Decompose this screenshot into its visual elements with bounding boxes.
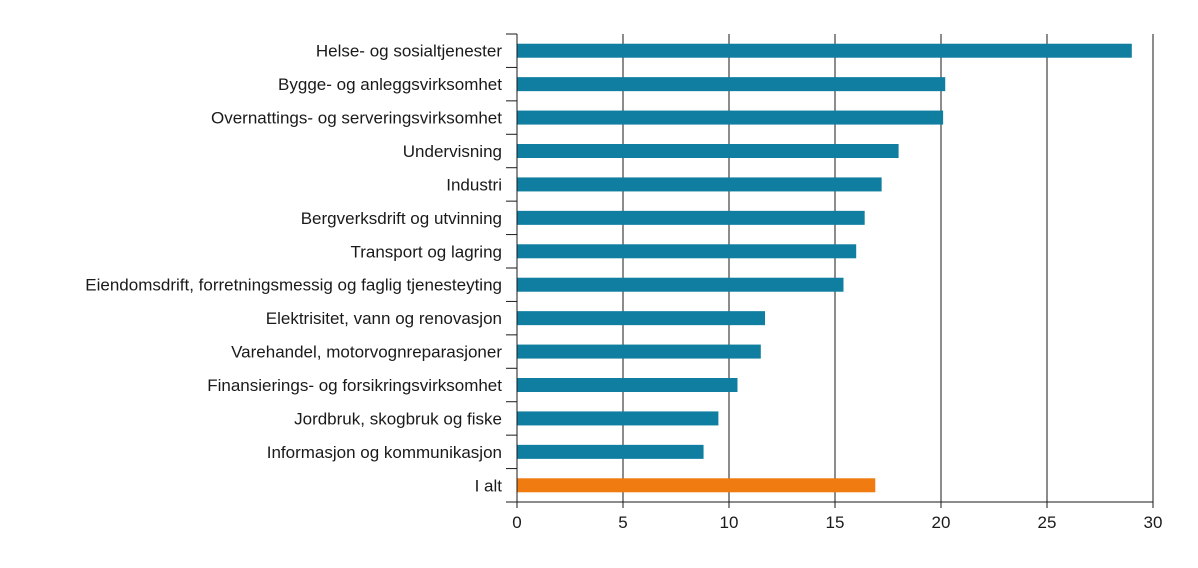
bar-7: [517, 277, 844, 292]
x-tick-label-5: 25: [1038, 513, 1057, 532]
category-labels: Helse- og sosialtjenester Bygge- og anleg…: [85, 42, 502, 496]
category-label-4: Industri: [446, 175, 502, 194]
category-label-13: I alt: [475, 476, 503, 495]
x-tick-labels: 0 5 10 15 20 25 30: [512, 513, 1162, 532]
category-label-8: Elektrisitet, vann og renovasjon: [266, 309, 502, 328]
category-label-5: Bergverksdrift og utvinning: [301, 209, 502, 228]
bar-0: [517, 43, 1132, 58]
category-label-9: Varehandel, motorvognreparasjoner: [231, 343, 502, 362]
x-tick-label-3: 15: [826, 513, 845, 532]
x-tick-label-1: 5: [618, 513, 627, 532]
bar-12: [517, 444, 704, 459]
x-tick-label-2: 10: [720, 513, 739, 532]
category-label-2: Overnattings- og serveringsvirksomhet: [211, 109, 502, 128]
bar-6: [517, 244, 857, 259]
category-label-3: Undervisning: [403, 142, 502, 161]
x-tick-label-6: 30: [1144, 513, 1163, 532]
grid-lines: [622, 34, 1154, 502]
bar-4: [517, 177, 882, 192]
bar-3: [517, 144, 899, 158]
category-label-1: Bygge- og anleggsvirksomhet: [278, 75, 502, 94]
bar-11: [517, 411, 719, 426]
category-label-12: Informasjon og kommunikasjon: [267, 443, 502, 462]
bar-8: [517, 311, 766, 326]
bar-2: [517, 110, 944, 125]
bar-13: [517, 478, 876, 493]
category-label-6: Transport og lagring: [350, 242, 502, 261]
category-label-11: Jordbruk, skogbruk og fiske: [294, 409, 502, 428]
category-label-7: Eiendomsdrift, forretningsmessig og fagl…: [85, 276, 502, 295]
category-label-0: Helse- og sosialtjenester: [316, 42, 502, 61]
bar-9: [517, 344, 761, 359]
category-label-10: Finansierings- og forsikringsvirksomhet: [207, 376, 502, 395]
bars: [517, 43, 1132, 493]
axes: [506, 33, 1154, 508]
bar-1: [517, 77, 946, 92]
bar-5: [517, 210, 865, 225]
x-tick-label-4: 20: [932, 513, 951, 532]
x-tick-label-0: 0: [512, 513, 521, 532]
bar-10: [517, 378, 738, 392]
